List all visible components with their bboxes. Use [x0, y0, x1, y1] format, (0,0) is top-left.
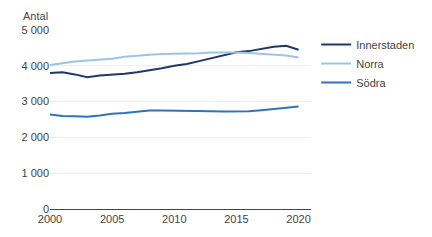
- svg-text:1 000: 1 000: [21, 167, 49, 179]
- svg-text:Antal: Antal: [23, 10, 48, 22]
- svg-text:Södra: Södra: [356, 77, 386, 89]
- svg-text:Innerstaden: Innerstaden: [356, 39, 414, 51]
- svg-text:2010: 2010: [162, 213, 186, 225]
- svg-text:3 000: 3 000: [21, 95, 49, 107]
- svg-text:2000: 2000: [38, 213, 62, 225]
- svg-text:Norra: Norra: [356, 58, 384, 70]
- svg-text:2 000: 2 000: [21, 131, 49, 143]
- svg-text:4 000: 4 000: [21, 60, 49, 72]
- svg-text:2015: 2015: [224, 213, 248, 225]
- svg-text:2005: 2005: [100, 213, 124, 225]
- svg-text:5 000: 5 000: [21, 24, 49, 36]
- svg-text:2020: 2020: [286, 213, 310, 225]
- svg-text:0: 0: [43, 203, 49, 215]
